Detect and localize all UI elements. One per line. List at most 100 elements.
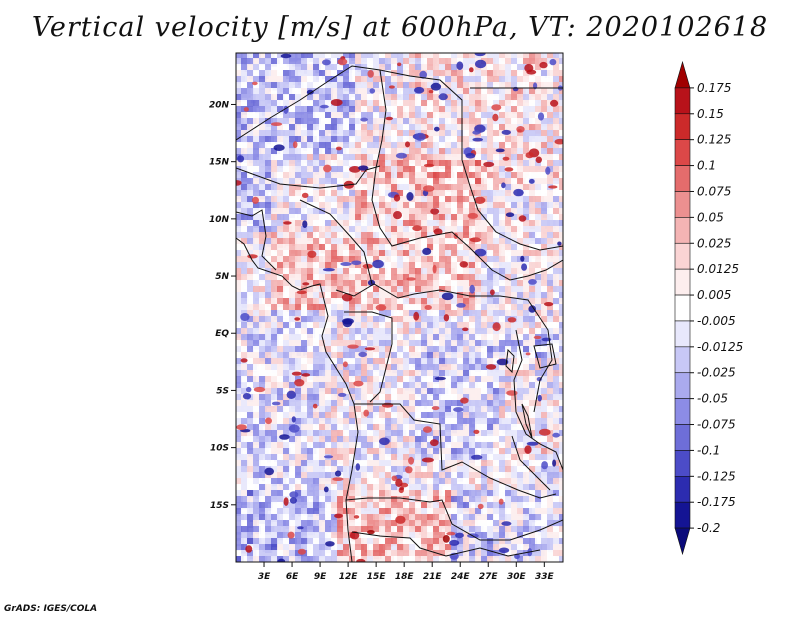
field-cell <box>325 466 334 476</box>
field-cell <box>553 520 563 527</box>
field-cell <box>433 322 443 330</box>
field-cell <box>421 448 431 457</box>
field-cell <box>523 472 530 482</box>
field-cell <box>307 94 315 102</box>
field-cell <box>259 382 266 390</box>
field-spot <box>520 255 525 262</box>
field-cell <box>559 130 563 140</box>
field-cell <box>499 106 507 116</box>
colorbar-label: -0.005 <box>697 314 736 328</box>
field-cell <box>433 376 443 385</box>
field-cell <box>535 508 542 517</box>
field-cell <box>283 436 293 445</box>
field-cell <box>445 328 452 336</box>
field-cell <box>319 190 329 199</box>
field-cell <box>553 178 560 186</box>
field-cell <box>313 178 322 188</box>
field-cell <box>535 556 544 562</box>
field-cell <box>409 448 416 456</box>
field-cell <box>349 514 357 523</box>
field-cell <box>319 256 328 265</box>
field-cell <box>541 196 548 203</box>
field-cell <box>445 214 454 224</box>
field-cell <box>373 286 380 296</box>
field-cell <box>553 82 560 89</box>
field-cell <box>409 106 417 114</box>
field-cell <box>505 532 515 541</box>
field-cell <box>289 130 298 137</box>
field-cell <box>493 334 500 341</box>
field-cell <box>445 178 454 188</box>
field-cell <box>277 364 287 374</box>
field-cell <box>469 388 477 398</box>
field-cell <box>355 550 365 558</box>
field-cell <box>331 466 340 475</box>
field-cell <box>265 154 275 162</box>
field-cell <box>247 190 254 197</box>
field-cell <box>283 226 293 233</box>
field-cell <box>391 166 399 174</box>
field-cell <box>247 82 254 89</box>
field-cell <box>361 250 370 257</box>
field-cell <box>517 58 525 67</box>
field-cell <box>547 526 554 534</box>
field-cell <box>307 310 317 319</box>
field-cell <box>529 322 538 329</box>
field-cell <box>397 310 405 317</box>
field-cell <box>397 292 405 299</box>
field-cell <box>535 202 542 210</box>
field-cell <box>277 118 287 126</box>
field-cell <box>361 310 368 319</box>
field-cell <box>403 448 413 456</box>
field-cell <box>295 292 303 299</box>
field-cell <box>409 502 416 509</box>
field-cell <box>409 250 417 257</box>
field-cell <box>505 82 515 89</box>
field-cell <box>493 70 501 77</box>
field-cell <box>319 490 326 497</box>
field-cell <box>253 400 261 407</box>
field-cell <box>367 118 377 125</box>
field-cell <box>409 370 419 380</box>
field-cell <box>397 400 407 410</box>
field-cell <box>469 520 479 529</box>
field-cell <box>283 460 292 468</box>
field-cell <box>505 346 512 353</box>
field-cell <box>421 484 430 492</box>
field-cell <box>259 550 265 558</box>
field-cell <box>463 424 471 430</box>
field-spot <box>301 192 309 198</box>
field-cell <box>271 484 279 492</box>
field-cell <box>331 280 339 289</box>
field-cell <box>439 232 446 240</box>
field-cell <box>523 370 532 379</box>
field-cell <box>307 556 316 562</box>
field-cell <box>457 232 465 242</box>
field-cell <box>361 424 371 434</box>
field-cell <box>385 238 392 246</box>
field-cell <box>535 172 544 179</box>
field-cell <box>487 502 494 509</box>
field-cell <box>271 286 278 293</box>
field-cell <box>319 424 329 431</box>
field-cell <box>529 418 535 425</box>
field-cell <box>409 376 418 383</box>
field-cell <box>529 556 539 562</box>
field-cell <box>451 178 459 186</box>
field-cell <box>361 334 369 342</box>
field-cell <box>265 58 275 67</box>
field-cell <box>499 208 507 218</box>
field-spot <box>430 208 440 215</box>
field-cell <box>439 544 449 552</box>
field-cell <box>499 484 507 492</box>
field-cell <box>547 238 556 245</box>
field-cell <box>319 250 329 260</box>
field-cell <box>373 376 383 384</box>
field-cell <box>265 508 274 518</box>
field-cell <box>385 226 392 236</box>
field-cell <box>355 232 363 242</box>
field-cell <box>265 232 275 240</box>
field-spot <box>505 212 515 217</box>
field-cell <box>325 526 332 533</box>
field-cell <box>301 352 311 362</box>
